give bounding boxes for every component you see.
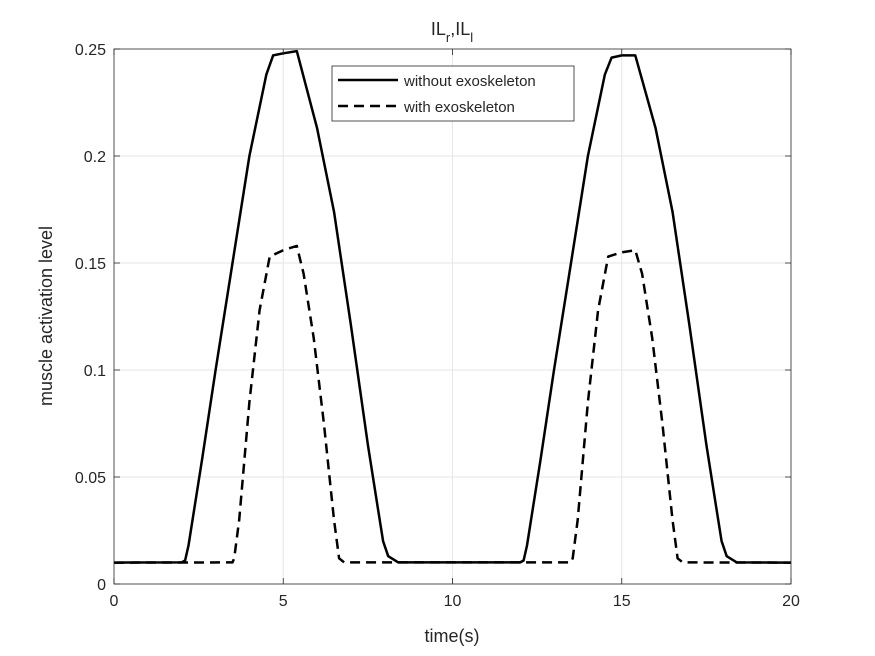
series-group [113,49,792,564]
grid [114,49,791,584]
y-tick-label: 0.05 [75,470,106,487]
legend-box [331,65,575,122]
y-tick-label: 0.25 [75,42,106,59]
y-axis-label: muscle activation level [36,226,56,406]
title-subscript-2: l [470,30,473,45]
y-tick-label: 0.15 [75,256,106,273]
x-tick-label: 0 [110,593,119,610]
series-line-with-exoskeleton [113,244,792,564]
y-tick-label: 0 [97,577,106,594]
y-tick-label: 0.2 [84,149,106,166]
ticks: 0 5 10 15 20 0 0.05 0.1 0.15 0.2 0.25 [75,42,800,610]
title-base-2: IL [455,19,470,39]
title-separator: , [450,19,455,39]
legend: without exoskeleton with exoskeleton [331,65,575,122]
x-tick-label: 5 [279,593,288,610]
x-tick-label: 10 [444,593,462,610]
y-tick-label: 0.1 [84,363,106,380]
title-base: IL [431,19,446,39]
chart-title: ILr,ILl [431,19,473,45]
x-tick-label: 15 [613,593,631,610]
series-line-without-exoskeleton [113,49,792,564]
legend-label-without-exoskeleton: without exoskeleton [403,73,536,90]
x-axis-label: time(s) [425,626,480,646]
x-tick-label: 20 [782,593,800,610]
legend-label-with-exoskeleton: with exoskeleton [403,99,515,116]
title-subscript-1: r [446,30,451,45]
